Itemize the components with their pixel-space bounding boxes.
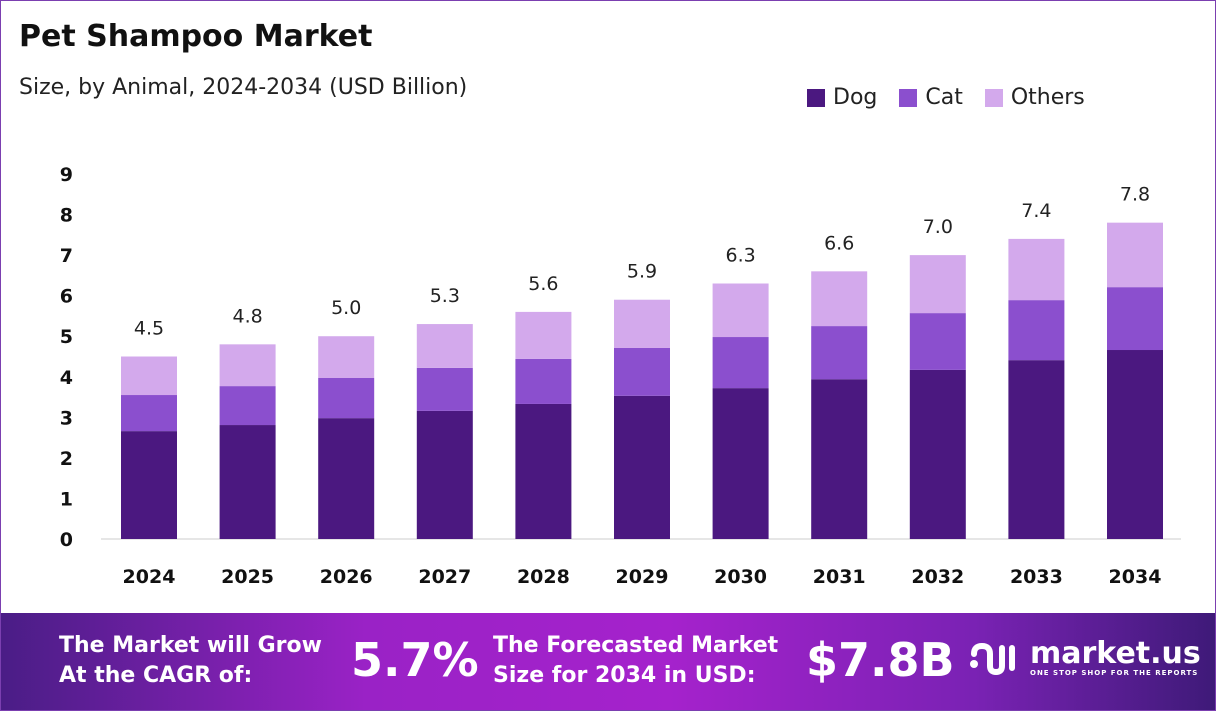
y-tick-label: 6 [60,286,73,308]
total-label: 7.8 [1120,184,1150,206]
y-tick-label: 0 [60,529,73,551]
bar-cat [416,367,473,411]
total-label: 7.4 [1021,200,1051,222]
bar-others [318,336,375,378]
cagr-value: 5.7% [351,633,479,687]
bar-cat [219,386,276,426]
logo-icon [970,642,1015,676]
bar-dog [1107,350,1163,539]
bar-others [712,283,769,338]
bar-others [416,324,473,368]
bar-cat [614,347,670,396]
legend-item-others: Others [984,85,1085,110]
bar-cat [712,337,769,389]
total-label: 5.3 [430,285,460,307]
forecast-label: The Forecasted Market Size for 2034 in US… [493,631,778,691]
bar-dog [515,403,572,539]
bar-others [811,271,868,327]
y-tick-label: 9 [60,164,73,186]
legend-swatch-cat [899,88,918,107]
x-tick-label: 2030 [714,566,767,588]
bar-others [1107,222,1163,288]
cagr-label-line: At the CAGR of: [59,663,253,688]
forecast-label-line: Size for 2034 in USD: [493,663,756,688]
legend-label: Cat [925,85,963,110]
y-tick-label: 5 [60,326,73,348]
total-label: 5.6 [528,273,558,295]
x-tick-label: 2033 [1010,566,1063,588]
bar-cat [1008,300,1065,361]
legend-item-cat: Cat [899,85,963,110]
bar-others [121,356,177,396]
legend-swatch-dog [807,88,825,107]
y-tick-label: 8 [60,205,73,227]
y-tick-label: 7 [60,245,73,267]
cagr-label-line: The Market will Grow [59,633,322,658]
bar-cat [811,326,868,380]
x-tick-label: 2031 [813,566,866,588]
bar-cat [121,395,177,432]
bar-dog [811,379,868,539]
bar-cat [318,377,375,419]
logo-name: market.us [1030,636,1201,671]
x-tick-label: 2024 [123,566,176,588]
total-label: 5.9 [627,261,657,283]
x-tick-label: 2026 [320,566,373,588]
bar-cat [1107,287,1163,351]
x-tick-label: 2029 [616,566,669,588]
y-tick-label: 4 [60,367,73,389]
x-tick-label: 2028 [517,566,570,588]
forecast-label-line: The Forecasted Market [493,633,779,658]
bar-dog [219,425,276,539]
market-us-logo: market.us ONE STOP SHOP FOR THE REPORTS [966,639,1201,677]
bar-cat [909,313,966,370]
footer-banner: The Market will Grow At the CAGR of: 5.7%… [1,613,1215,710]
forecast-value: $7.8B [806,633,955,687]
bar-dog [416,410,473,539]
logo-tagline: ONE STOP SHOP FOR THE REPORTS [1030,669,1199,677]
y-tick-label: 1 [60,488,73,510]
legend-label: Dog [833,85,878,110]
chart-subtitle: Size, by Animal, 2024-2034 (USD Billion) [19,75,468,100]
total-label: 4.5 [134,318,164,340]
legend: Dog Cat Others [807,85,1085,110]
bar-dog [909,369,966,539]
bar-others [614,299,670,348]
total-label: 6.6 [824,232,854,254]
y-tick-label: 2 [60,448,73,470]
x-tick-label: 2034 [1109,566,1162,588]
bar-cat [515,358,572,404]
bar-dog [614,395,670,539]
bar-dog [121,431,177,539]
legend-item-dog: Dog [807,85,877,110]
plot-area: 0 1 2 3 4 5 6 7 8 9 4.5 2024 4.8 2025 5.0 2026 5.3 2027 5.… [60,164,1181,588]
total-label: 4.8 [232,305,262,327]
bar-others [219,344,276,387]
total-label: 5.0 [331,297,361,319]
legend-label: Others [1010,85,1085,110]
bar-others [515,311,572,359]
y-tick-label: 3 [60,407,73,429]
total-label: 7.0 [923,216,953,238]
x-tick-label: 2027 [418,566,471,588]
bar-dog [318,418,375,539]
x-tick-label: 2032 [911,566,964,588]
bar-dog [1008,360,1065,539]
chart-title: Pet Shampoo Market [19,19,373,54]
bar-others [1008,238,1065,301]
legend-swatch-others [984,88,1003,107]
bar-dog [712,388,769,539]
bar-others [909,255,966,314]
cagr-label: The Market will Grow At the CAGR of: [59,631,322,691]
total-label: 6.3 [725,245,755,267]
x-tick-label: 2025 [221,566,274,588]
